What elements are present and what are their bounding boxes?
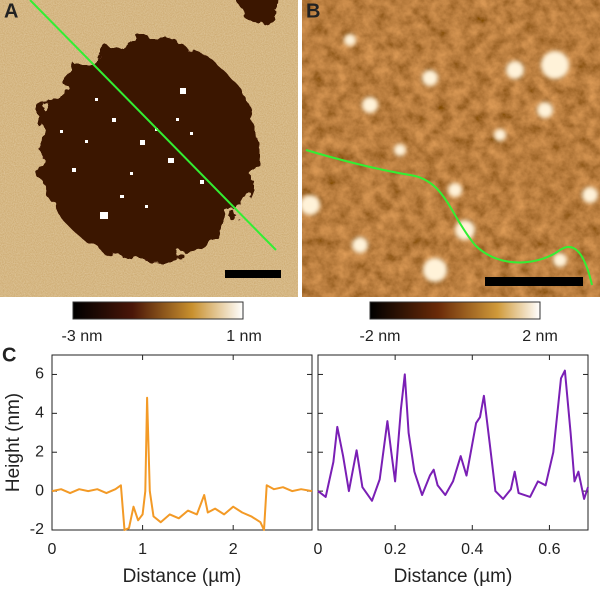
colorbar-label: 1 nm bbox=[226, 328, 262, 345]
colorbar-label: -3 nm bbox=[62, 328, 103, 345]
colorbar-label: -2 nm bbox=[360, 328, 401, 345]
particles bbox=[60, 88, 204, 219]
panel-label: B bbox=[306, 0, 320, 22]
y-tick-label: -2 bbox=[30, 521, 44, 538]
afm-image-b bbox=[302, 0, 600, 297]
scale-bar bbox=[225, 270, 281, 278]
data-line bbox=[317, 369, 589, 502]
panel-label: C bbox=[2, 344, 16, 366]
x-tick-label: 2 bbox=[229, 541, 238, 558]
scale-bar bbox=[485, 277, 583, 286]
y-tick-label: 4 bbox=[35, 405, 44, 422]
x-axis-label: Distance (µm) bbox=[394, 566, 513, 587]
x-tick-label: 0 bbox=[48, 541, 57, 558]
y-tick-label: 2 bbox=[35, 443, 44, 460]
y-tick-label: 6 bbox=[35, 366, 44, 383]
plot-frame bbox=[317, 354, 589, 531]
plot-frame bbox=[51, 354, 313, 531]
profile-line bbox=[305, 149, 593, 286]
colorbar bbox=[369, 301, 541, 320]
x-tick-label: 1 bbox=[138, 541, 147, 558]
x-axis-label: Distance (µm) bbox=[123, 566, 242, 587]
x-tick-label: 0.2 bbox=[384, 541, 406, 558]
profile-line bbox=[29, 0, 277, 251]
x-tick-label: 0 bbox=[314, 541, 323, 558]
data-line bbox=[51, 396, 313, 531]
afm-image-a bbox=[0, 0, 298, 297]
panel-label: A bbox=[4, 0, 18, 22]
y-axis-label: Height (nm) bbox=[3, 393, 24, 492]
colorbar-label: 2 nm bbox=[522, 328, 558, 345]
colorbar bbox=[72, 301, 244, 320]
x-tick-label: 0.6 bbox=[538, 541, 560, 558]
y-tick-label: 0 bbox=[35, 482, 44, 499]
particles bbox=[302, 34, 598, 282]
x-tick-label: 0.4 bbox=[461, 541, 483, 558]
